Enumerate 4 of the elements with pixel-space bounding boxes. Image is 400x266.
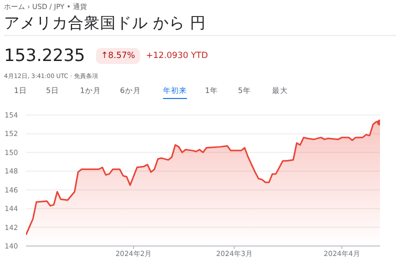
text: 153.2235 [4, 46, 86, 66]
text: +12.0930 YTD [146, 51, 208, 61]
chart-title: アメリカ合衆国ドル から 円 [4, 13, 206, 34]
text: ↑8.57% [96, 48, 140, 64]
